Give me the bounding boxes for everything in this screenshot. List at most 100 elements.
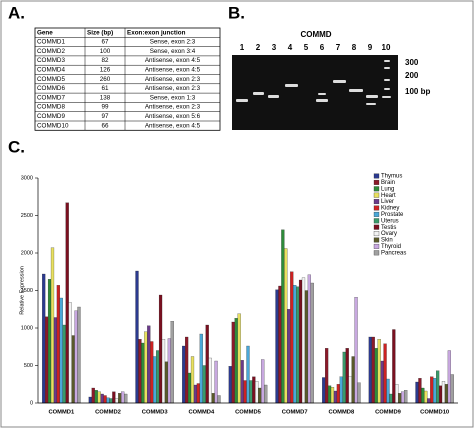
bar	[380, 360, 384, 404]
y-tick-label: 2000	[21, 250, 33, 256]
bar	[246, 345, 250, 404]
legend-label: Uterus	[381, 218, 399, 224]
bar	[293, 285, 297, 404]
table-cell: Antisense, exon 4:5	[145, 67, 201, 74]
legend-label: Liver	[381, 199, 394, 205]
bar	[182, 345, 186, 404]
legend-swatch	[373, 237, 380, 243]
bar	[264, 384, 268, 404]
bar	[45, 316, 49, 404]
marker-label: 200	[405, 71, 419, 80]
legend-label: Pancreas	[381, 250, 406, 256]
lane-label: 6	[320, 43, 325, 52]
lane-label: 5	[304, 43, 309, 52]
bar	[135, 270, 139, 404]
bar	[357, 382, 361, 404]
bar	[124, 393, 128, 404]
table-cell: 61	[101, 85, 109, 92]
panel-label: C.	[8, 137, 25, 156]
bar	[106, 397, 110, 404]
table-cell: Antisense, exon 2:3	[145, 85, 201, 92]
bar	[330, 387, 335, 404]
bar	[77, 306, 81, 404]
bar	[278, 285, 282, 404]
lane-label: 10	[382, 43, 391, 52]
bar	[100, 393, 104, 404]
table-cell: COMMD10	[37, 122, 69, 129]
legend-label: Skin	[381, 238, 393, 244]
bar	[296, 286, 300, 404]
table-cell: Antisense, exon 5:6	[145, 113, 201, 120]
bar	[147, 325, 151, 404]
bar	[310, 282, 314, 404]
table-cell: COMMD1	[37, 39, 65, 46]
table-cell: 67	[101, 39, 109, 46]
bar	[217, 395, 221, 404]
lane-label: 8	[352, 43, 357, 52]
bar	[115, 398, 119, 404]
bar	[170, 321, 174, 404]
legend-label: Testis	[381, 225, 396, 231]
bar	[377, 339, 381, 404]
legend-label: Kidney	[381, 206, 399, 212]
x-tick-label: COMMD2	[95, 410, 121, 416]
table-cell: COMMD3	[37, 57, 65, 64]
table-cell: Sense, exon 3:4	[150, 48, 196, 55]
bar	[121, 391, 125, 404]
gel: COMMD 1 2 3 4 5 6 7 8 9 10 300 200 100 bp	[232, 30, 430, 130]
bar	[371, 336, 375, 404]
bar	[258, 387, 262, 404]
legend-swatch	[373, 211, 380, 217]
table-cell: COMMD8	[37, 104, 65, 111]
legend-label: Ovary	[381, 231, 397, 237]
marker-label: 100 bp	[405, 87, 430, 96]
bar	[91, 387, 95, 404]
table-cell: Antisense, exon 4:5	[145, 57, 201, 64]
table-cell: 260	[100, 76, 111, 83]
legend-label: Heart	[381, 193, 396, 199]
legend-swatch	[373, 199, 380, 205]
y-tick-label: 500	[24, 363, 33, 369]
table-border	[34, 27, 221, 131]
table-header: Size (bp)	[87, 29, 113, 36]
bar	[333, 390, 338, 404]
bar	[368, 336, 372, 404]
bar	[322, 377, 326, 404]
bar	[161, 339, 166, 404]
bar	[185, 336, 189, 404]
table-cell: 138	[100, 94, 111, 101]
table-cell: 99	[101, 104, 109, 111]
x-tick-label: COMMD10	[420, 410, 449, 416]
panel-label: B.	[228, 3, 245, 22]
bar	[164, 361, 169, 404]
table-cell: Sense, exon 1:3	[150, 94, 196, 101]
legend-swatch	[373, 243, 380, 249]
bar	[50, 247, 55, 404]
bar	[118, 393, 122, 404]
lane-label: 4	[288, 43, 293, 52]
bar	[421, 387, 425, 404]
bar	[190, 356, 195, 404]
y-tick-label: 3000	[21, 175, 33, 181]
legend-swatch	[373, 224, 380, 230]
x-tick-label: COMMD9	[375, 410, 402, 416]
bar	[255, 381, 259, 404]
bar	[351, 356, 355, 404]
bar	[450, 374, 454, 404]
bar	[441, 381, 446, 404]
bar	[196, 383, 200, 404]
bar	[156, 350, 160, 404]
bar	[427, 398, 431, 404]
table-cell: 100	[100, 48, 111, 55]
bar	[433, 378, 437, 404]
bar	[336, 384, 340, 404]
table-cell: COMMD4	[37, 67, 65, 74]
bar	[94, 390, 98, 404]
bar	[307, 274, 311, 404]
bar	[187, 372, 192, 404]
legend-swatch	[373, 231, 380, 237]
bar	[138, 339, 142, 404]
bar	[386, 378, 390, 404]
x-tick-label: COMMD8	[328, 410, 355, 416]
